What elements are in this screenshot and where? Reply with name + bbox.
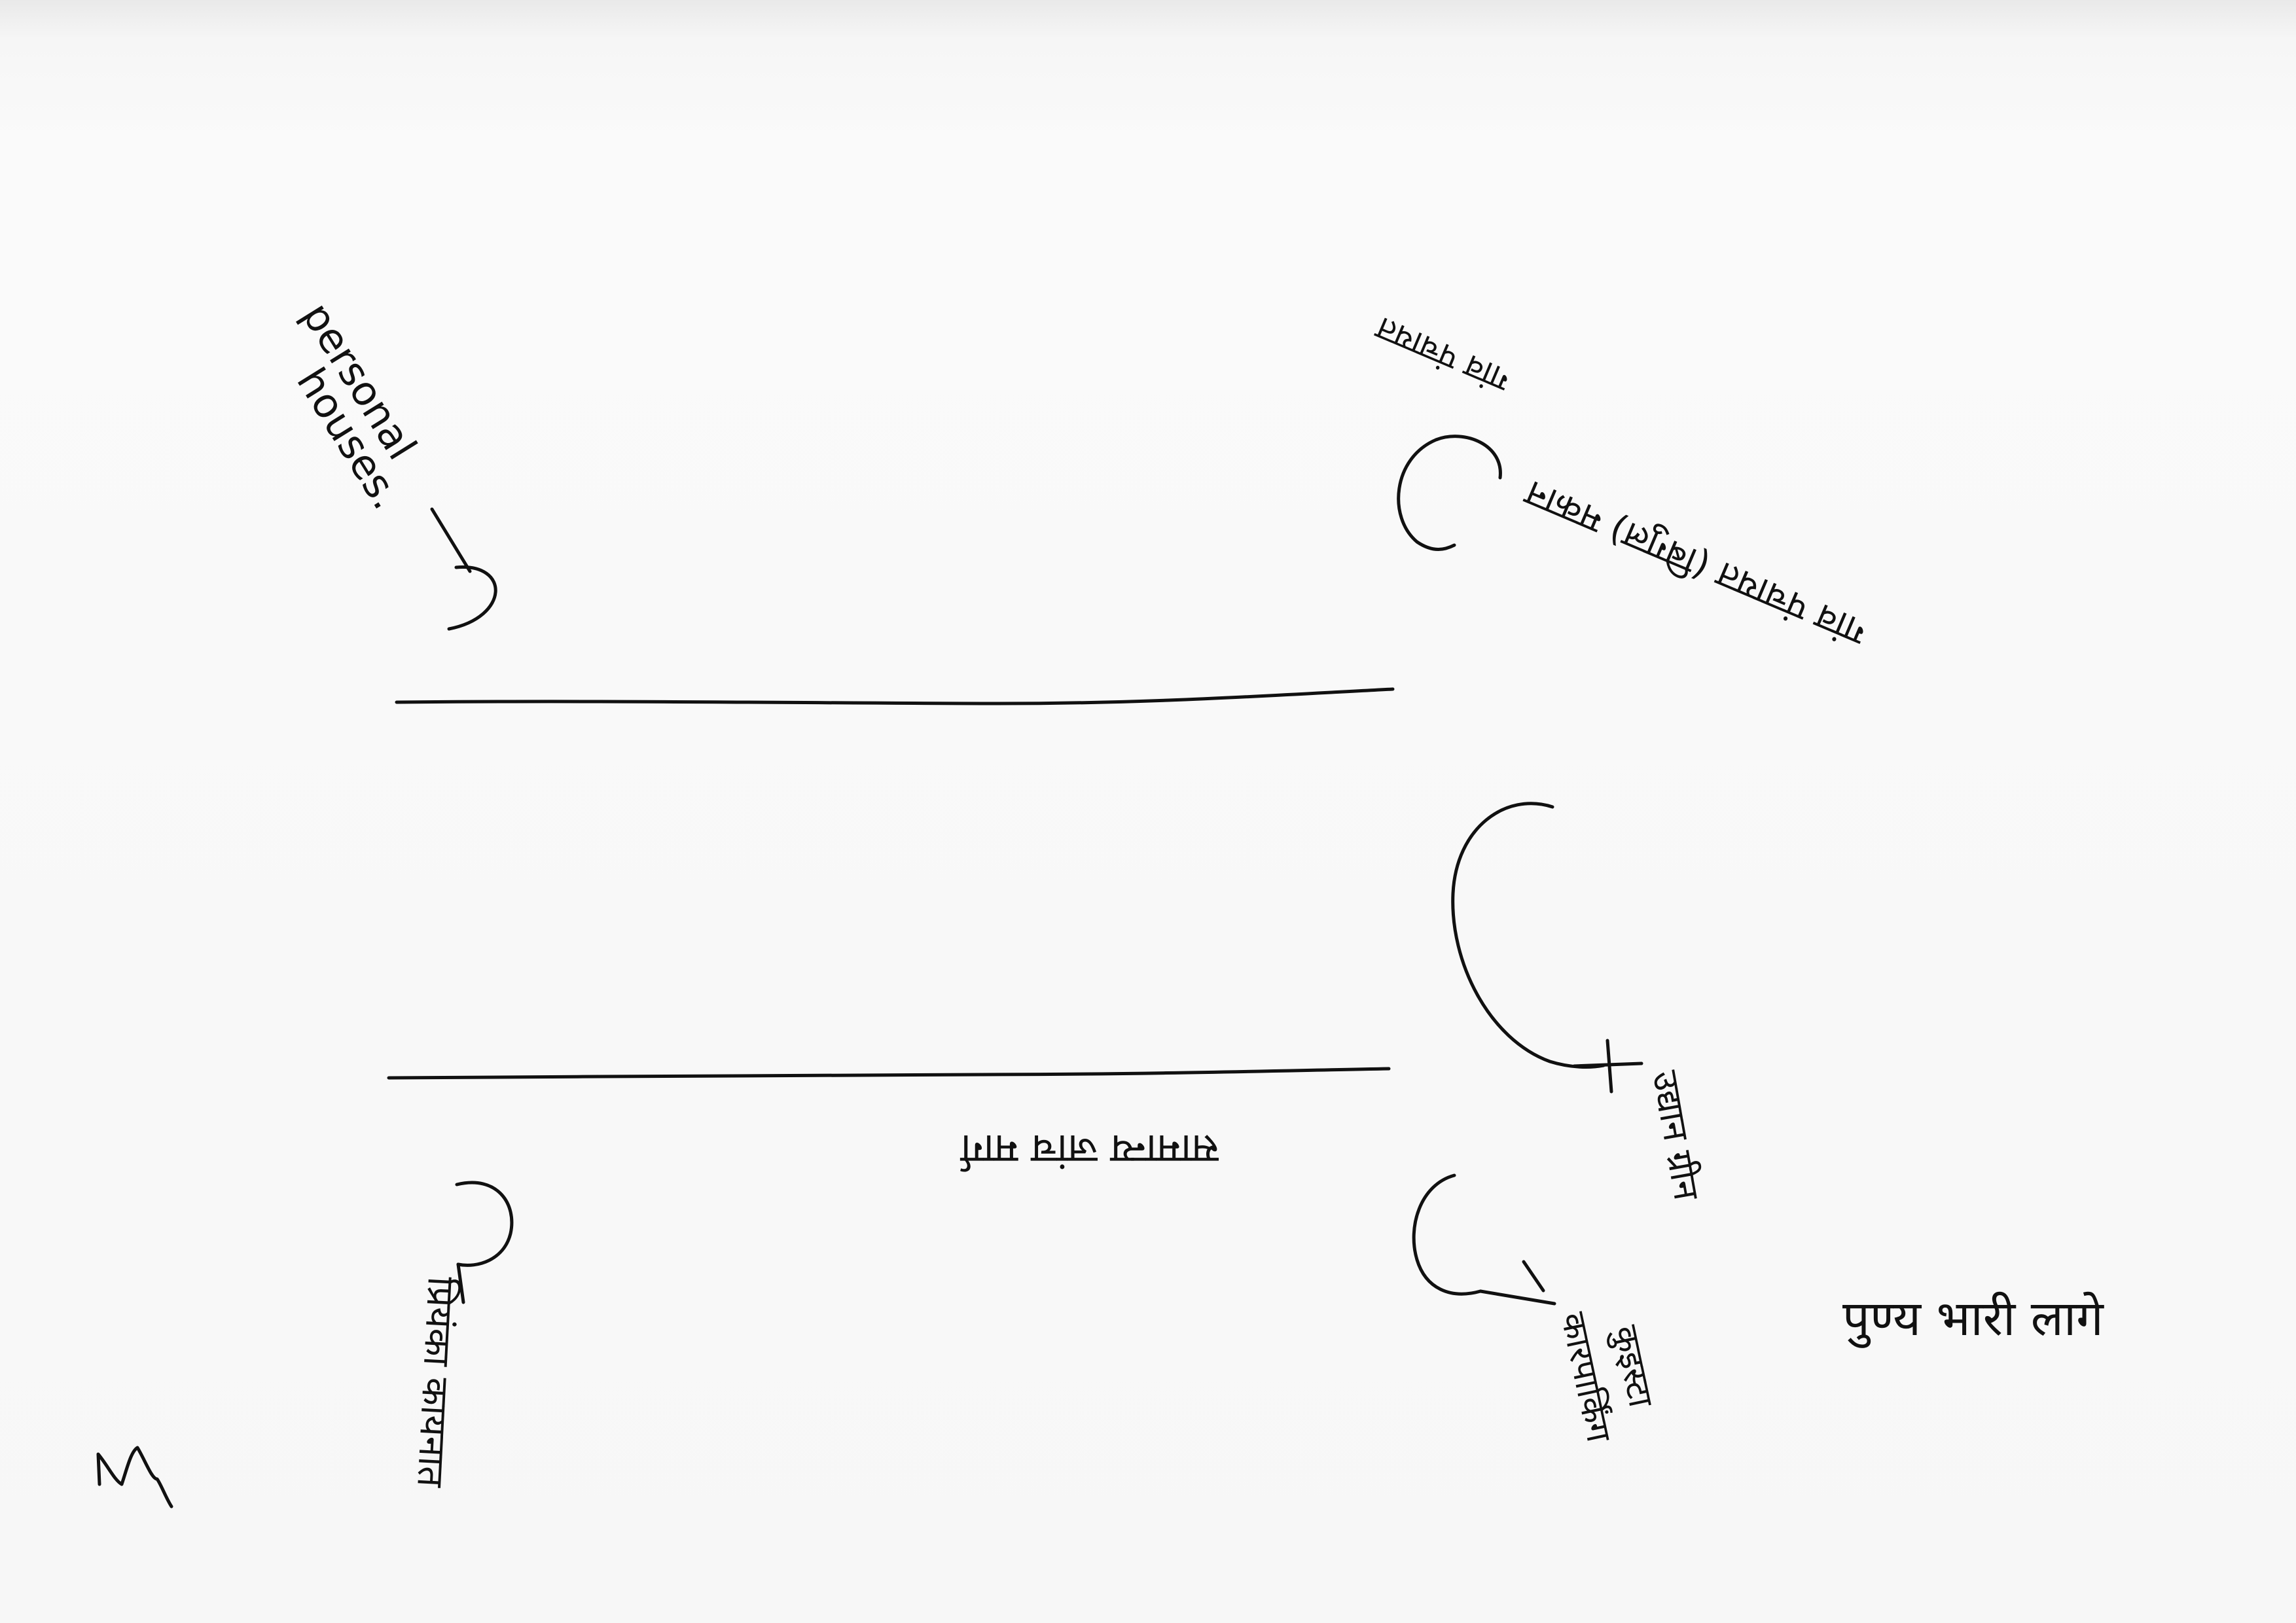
top-left-marker [430,507,497,631]
mid-right-label: उद्यान ग्रीन [1644,1067,1708,1204]
side-note: पुण्य भारी लागे [1842,1291,2104,1348]
road-upper-edge [395,687,1395,705]
road-lower-edge [387,1067,1391,1080]
top-right-arc [1397,435,1502,551]
top-right-label-line-2: गांव पंचायत [1369,309,1515,399]
mid-right-marker [1451,802,1643,1094]
top-right-label-line-1: गांव पंचायत (बिगुल) मकान [1518,471,1873,654]
road-label: सामान्य जांच मार्ग [960,1126,1219,1173]
bottom-left-label: प्रियंका कायनात [408,1275,462,1489]
bottom-left-marker [455,1181,514,1304]
signature-mark [96,1446,173,1508]
bottom-right-marker [1412,1173,1556,1306]
bottom-right-label-line-1: कुइस्टा [1604,1322,1660,1412]
